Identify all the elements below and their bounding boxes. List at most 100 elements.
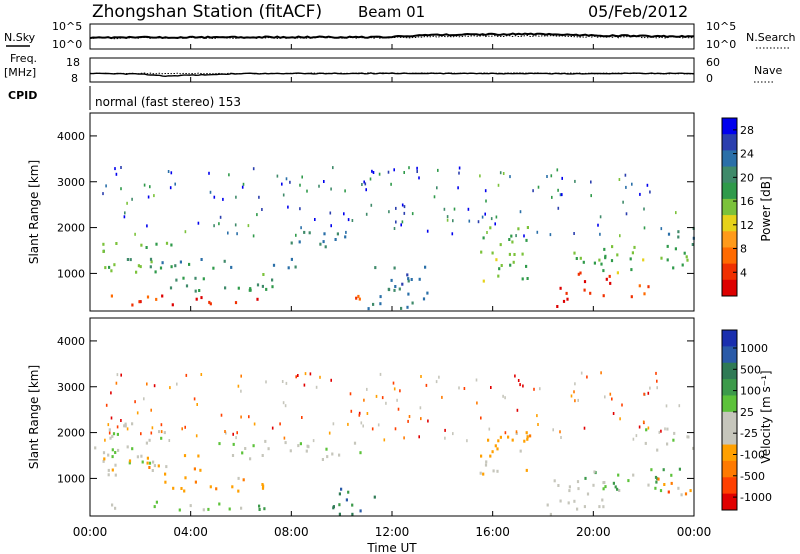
heatmap-scatter-cell: [392, 381, 395, 385]
heatmap-scatter-cell: [235, 436, 237, 440]
heatmap-scatter-cell: [379, 372, 382, 376]
heatmap-cell: [685, 255, 688, 259]
heatmap-scatter-cell: [115, 172, 118, 176]
heatmap-cell: [150, 260, 153, 264]
heatmap-scatter-cell: [604, 395, 606, 399]
heatmap-cell: [670, 473, 673, 477]
heatmap-cell: [149, 257, 153, 261]
heatmap-scatter-cell: [425, 383, 428, 387]
heatmap-cell: [249, 287, 252, 291]
heatmap-cell: [579, 256, 582, 260]
colorbar-segment: [722, 477, 737, 495]
nave-series-line: [89, 72, 694, 75]
heatmap-cell: [124, 422, 127, 426]
heatmap-cell: [94, 446, 97, 450]
colorbar-tick-label: 16: [740, 195, 754, 208]
colorbar-segment: [722, 182, 737, 200]
heatmap-cell: [487, 438, 490, 442]
heatmap-cell: [678, 467, 681, 471]
heatmap-cell: [137, 264, 140, 268]
heatmap-scatter-cell: [619, 417, 621, 421]
heatmap-scatter-cell: [347, 218, 350, 222]
heatmap-cell: [592, 483, 595, 487]
heatmap-scatter-cell: [363, 180, 365, 184]
x-tick-label: 16:00: [475, 525, 510, 539]
heatmap-cell: [666, 244, 669, 248]
heatmap-cell: [116, 432, 119, 436]
heatmap-scatter-cell: [377, 423, 380, 427]
heatmap-cell: [654, 475, 658, 479]
heatmap-scatter-cell: [517, 379, 520, 382]
heatmap-cell: [272, 263, 276, 267]
heatmap-scatter-cell: [516, 408, 519, 412]
heatmap-scatter-cell: [609, 392, 612, 396]
heatmap-scatter-cell: [140, 432, 142, 436]
heatmap-cell: [616, 271, 619, 275]
heatmap-cell: [114, 473, 117, 477]
heatmap-cell: [508, 238, 511, 241]
heatmap-scatter-cell: [184, 425, 186, 429]
heatmap-cell: [521, 277, 524, 281]
heatmap-scatter-cell: [197, 221, 200, 225]
heatmap-cell: [496, 469, 499, 473]
heatmap-scatter-cell: [169, 186, 172, 190]
heatmap-cell: [172, 486, 175, 490]
cpid-label: CPID: [8, 89, 37, 102]
x-tick-label: 12:00: [375, 525, 410, 539]
heatmap-cell: [562, 299, 566, 303]
heatmap-scatter-cell: [312, 439, 315, 443]
colorbar-segment: [722, 330, 737, 347]
heatmap-scatter-cell: [282, 401, 285, 405]
heatmap-cell: [482, 472, 485, 476]
heatmap-scatter-cell: [437, 168, 439, 172]
heatmap-cell: [263, 507, 266, 511]
freq-tick-bottom: 8: [71, 72, 78, 85]
heatmap-cell: [111, 434, 114, 438]
heatmap-cell: [618, 489, 621, 492]
heatmap-cell: [160, 436, 163, 440]
heatmap-scatter-cell: [285, 177, 288, 181]
heatmap-cell: [146, 456, 149, 460]
heatmap-scatter-cell: [282, 193, 285, 197]
heatmap-cell: [237, 489, 240, 493]
heatmap-scatter-cell: [523, 234, 525, 238]
heatmap-scatter-cell: [309, 372, 312, 376]
colorbar-frame: [721, 329, 738, 511]
heatmap-scatter-cell: [536, 414, 538, 418]
heatmap-cell: [677, 486, 680, 490]
heatmap-scatter-cell: [219, 215, 222, 219]
heatmap-scatter-cell: [378, 172, 381, 176]
heatmap-scatter-cell: [222, 197, 224, 201]
heatmap-cell: [511, 438, 514, 442]
heatmap-scatter-cell: [105, 184, 107, 188]
heatmap-cell: [324, 245, 327, 249]
heatmap-cell: [155, 242, 158, 246]
heatmap-scatter-cell: [624, 173, 627, 177]
heatmap-scatter-cell: [299, 207, 301, 211]
heatmap-cell: [261, 284, 264, 288]
heatmap-scatter-cell: [675, 211, 677, 215]
heatmap-scatter-cell: [281, 380, 284, 383]
heatmap-scatter-cell: [621, 403, 623, 407]
heatmap-cell: [111, 468, 114, 472]
heatmap-cell: [507, 435, 510, 439]
heatmap-cell: [249, 457, 252, 461]
heatmap-cell: [482, 236, 485, 240]
heatmap-cell: [627, 479, 630, 483]
heatmap-scatter-cell: [444, 436, 446, 440]
heatmap-scatter-cell: [208, 171, 210, 175]
colorbar-segment: [722, 493, 737, 511]
heatmap-scatter-cell: [314, 218, 316, 221]
heatmap-scatter-cell: [347, 422, 349, 426]
heatmap-scatter-cell: [209, 190, 212, 194]
colorbar-segment: [722, 460, 737, 478]
heatmap-cell: [140, 243, 143, 247]
heatmap-scatter-cell: [490, 217, 493, 221]
heatmap-cell: [202, 277, 205, 281]
heatmap-scatter-cell: [638, 425, 641, 429]
heatmap-scatter-cell: [408, 415, 411, 418]
heatmap-cell: [228, 507, 231, 511]
heatmap-cell: [128, 461, 131, 465]
heatmap-cell: [289, 449, 292, 453]
heatmap-scatter-cell: [475, 378, 478, 382]
